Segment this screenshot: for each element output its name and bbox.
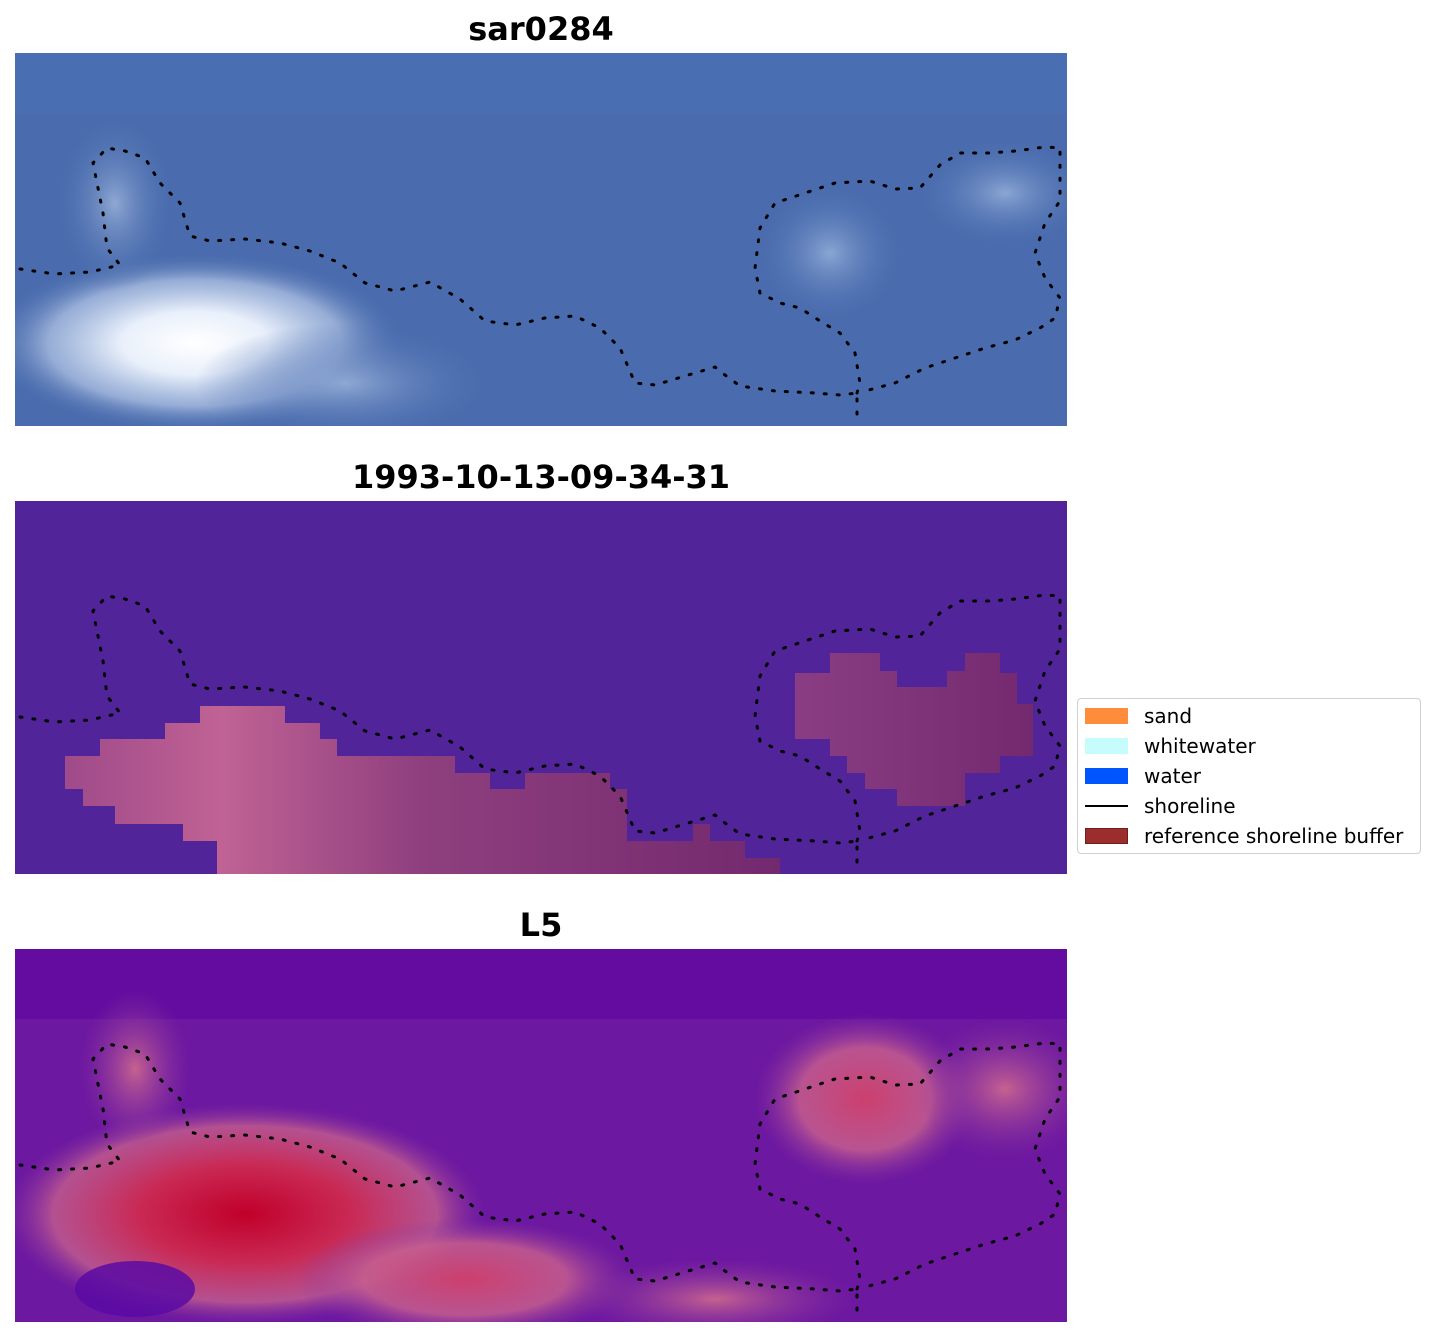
rgb-image-panel <box>15 53 1067 426</box>
legend-label-shoreline: shoreline <box>1144 794 1236 818</box>
legend-item-water: water <box>1085 764 1201 788</box>
legend-swatch-reference-buffer <box>1085 828 1128 844</box>
shoreline-path <box>18 1041 1062 1316</box>
legend-line-shoreline <box>1085 805 1128 807</box>
classification-panel <box>15 501 1067 874</box>
legend-swatch-water <box>1085 768 1128 784</box>
buffer-region-east <box>795 653 1033 806</box>
shoreline-path <box>18 145 1062 420</box>
panel-title-classification: 1993-10-13-09-34-31 <box>351 458 731 496</box>
panel-title-rgb: sar0284 <box>468 10 614 48</box>
legend-label-reference-buffer: reference shoreline buffer <box>1144 824 1404 848</box>
legend-item-shoreline: shoreline <box>1085 794 1236 818</box>
legend-swatch-sand <box>1085 708 1128 724</box>
buffer-region-west <box>65 706 780 874</box>
index-image <box>15 949 1067 1322</box>
legend-swatch-whitewater <box>1085 738 1128 754</box>
legend-item-whitewater: whitewater <box>1085 734 1256 758</box>
legend: sand whitewater water shoreline referenc… <box>1077 698 1421 854</box>
panel-title-index: L5 <box>519 906 563 944</box>
index-panel <box>15 949 1067 1322</box>
legend-label-water: water <box>1144 764 1201 788</box>
legend-item-reference-buffer: reference shoreline buffer <box>1085 824 1403 848</box>
legend-label-whitewater: whitewater <box>1144 734 1256 758</box>
shoreline-path <box>18 593 1062 868</box>
legend-item-sand: sand <box>1085 704 1192 728</box>
legend-label-sand: sand <box>1144 704 1193 728</box>
rgb-image <box>15 53 1067 426</box>
classification-image <box>15 501 1067 874</box>
